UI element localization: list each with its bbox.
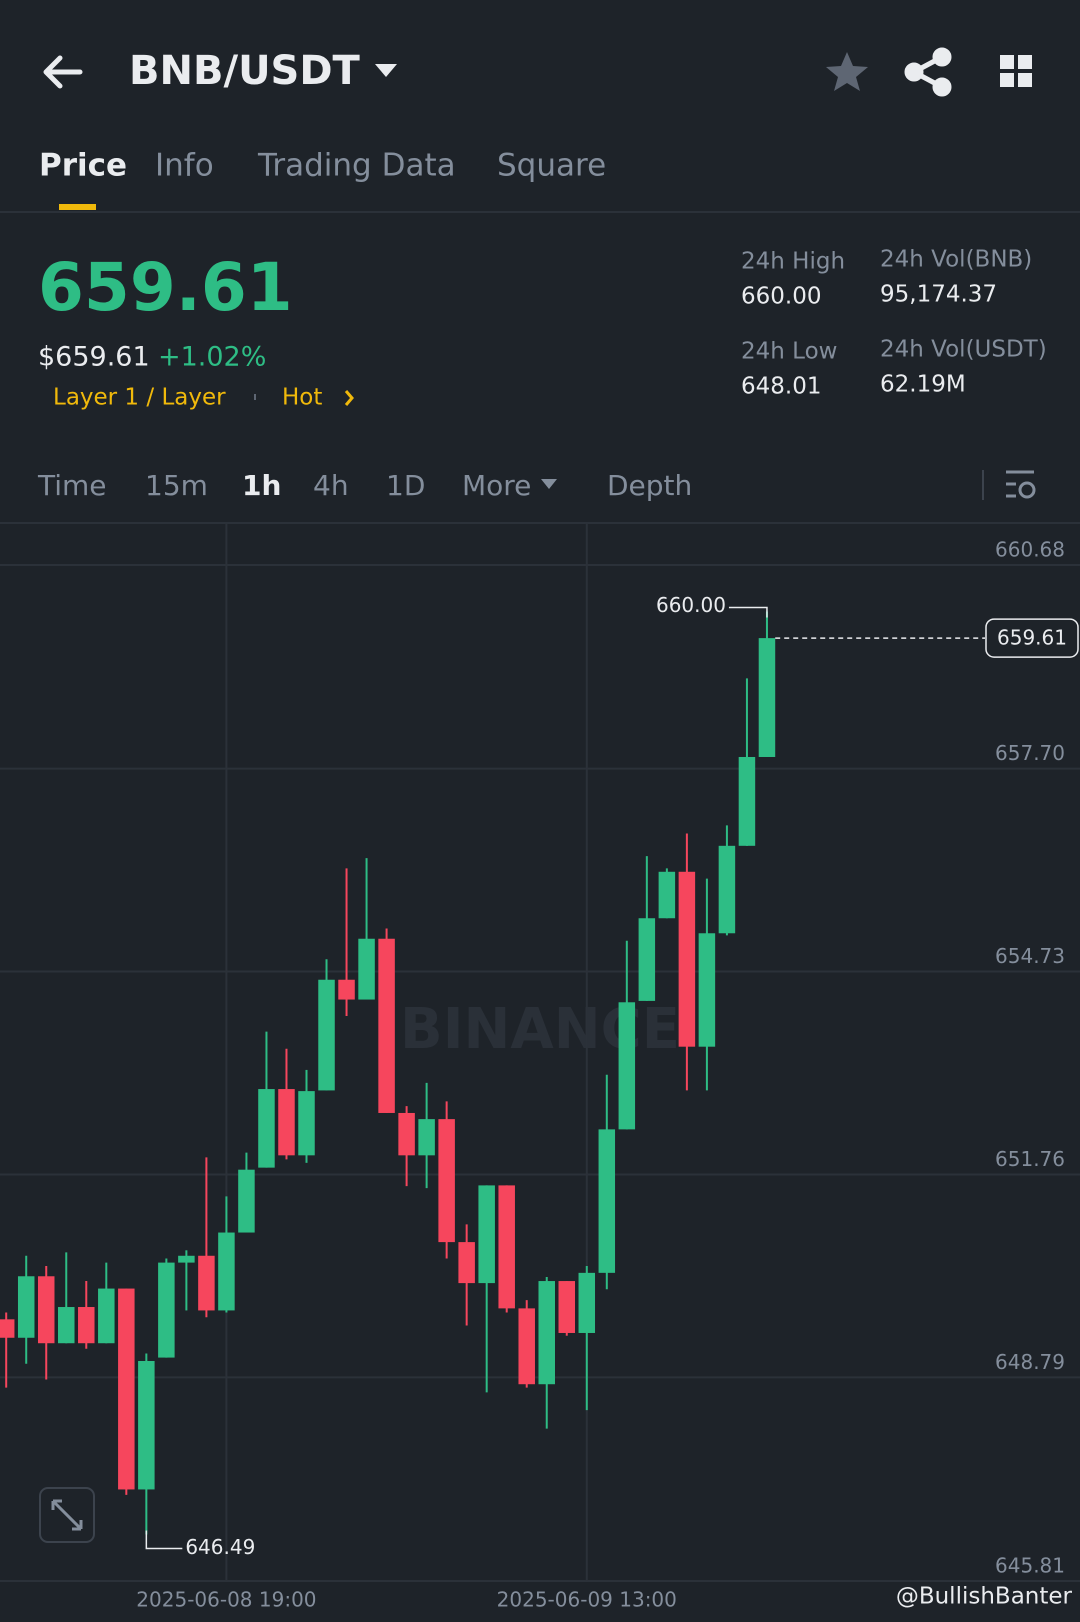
stat-label: 24h Vol(USDT) [880,337,1047,363]
candle-body [258,1089,275,1168]
tag-separator [254,394,256,400]
last-price-box [985,618,1079,658]
tab[interactable]: Trading Data [257,148,456,184]
candle-body [17,1276,35,1338]
candle-body [438,1119,455,1243]
x-tick-label: 2025-06-09 13:00 [497,1588,677,1612]
candle-body [398,1112,415,1156]
plot: 645.81 648.79 651.76 654.73 657.70 660.68 2025… [0,523,1080,1612]
candle-body [238,1169,255,1233]
interval[interactable]: 4h [313,469,349,502]
more-dropdown[interactable] [541,479,557,489]
candle-body [598,1129,616,1273]
high-marker-label: 660.00 [656,593,726,617]
stat-value: 95,174.37 [880,282,997,308]
candle-body [198,1255,215,1311]
candle-body [518,1308,535,1385]
candle-body [58,1307,75,1344]
candle-body [758,638,776,757]
candle-body [658,871,676,919]
pair-dropdown[interactable] [375,64,397,77]
tag[interactable]: Layer 1 / Layer [53,385,226,411]
candle-body [498,1185,515,1309]
stat-value: 660.00 [741,284,821,310]
watermark: BINANCE [400,997,680,1062]
candle-body [698,933,716,1047]
y-tick-label: 657.70 [995,741,1065,765]
candle-body [538,1281,555,1385]
candle-body [218,1232,235,1311]
stat-label: 24h Vol(BNB) [880,247,1032,273]
candle-body [578,1272,596,1333]
fullscreen-icon [51,1499,83,1531]
low-marker-line [145,1530,183,1550]
candle-body [138,1360,155,1490]
y-tick-label: 645.81 [995,1554,1065,1578]
usd-price: $659.61 [38,342,150,373]
grid-menu[interactable] [1000,55,1032,87]
chart-settings[interactable] [1006,470,1036,499]
candle-body [378,938,395,1113]
interval[interactable]: Time [37,469,107,502]
candle-body [418,1119,435,1156]
candle-body [118,1288,135,1490]
back-button[interactable] [43,55,83,89]
tab[interactable]: Square [497,148,606,184]
candle-body [458,1242,475,1284]
candle-body [338,979,355,1000]
interval[interactable]: 1h [242,469,281,502]
y-tick-label: 648.79 [995,1350,1065,1374]
stat-label: 24h Low [741,339,837,365]
y-tick-label: 660.68 [995,538,1065,562]
x-tick-label: 2025-06-08 19:00 [136,1588,316,1612]
candle-body [718,845,736,934]
candle-body [738,756,756,846]
tab-indicator [59,204,96,210]
tag[interactable]: Hot [282,385,322,411]
candle-body [98,1288,115,1344]
y-tick-label: 651.76 [995,1147,1065,1171]
tag-arrow [344,390,354,406]
candle-body [558,1281,576,1333]
candle-body [678,871,696,1047]
interval[interactable]: 1D [386,469,425,502]
candle-body [618,1002,636,1130]
candle-body [37,1276,55,1344]
last-price-label: 659.61 [997,626,1067,650]
candle-body [158,1262,175,1358]
candle-body [298,1091,315,1156]
pair-title[interactable]: BNB/USDT [129,48,361,94]
tab[interactable]: Info [155,148,214,184]
candle-body [78,1307,95,1344]
candle-body [638,918,656,1001]
candle-body [478,1185,495,1284]
candle-body [318,979,335,1091]
interval[interactable]: Depth [607,469,692,502]
last-price: 659.61 [38,249,293,326]
low-marker-label: 646.49 [185,1535,255,1559]
candle-body [278,1089,295,1156]
interval[interactable]: 15m [145,469,208,502]
share-button[interactable] [904,47,952,97]
candle-body [178,1255,195,1263]
stat-value: 62.19M [880,372,966,398]
tab[interactable]: Price [39,148,127,184]
candle-body [0,1319,15,1338]
price-change: +1.02% [158,342,266,373]
credit: @BullishBanter [896,1584,1073,1610]
y-tick-label: 654.73 [995,944,1065,968]
candle-body [358,938,375,1000]
interval[interactable]: More [462,469,531,502]
favorite-star[interactable] [826,52,868,91]
stat-value: 648.01 [741,374,821,400]
stat-label: 24h High [741,249,845,275]
high-marker-line [728,606,768,618]
